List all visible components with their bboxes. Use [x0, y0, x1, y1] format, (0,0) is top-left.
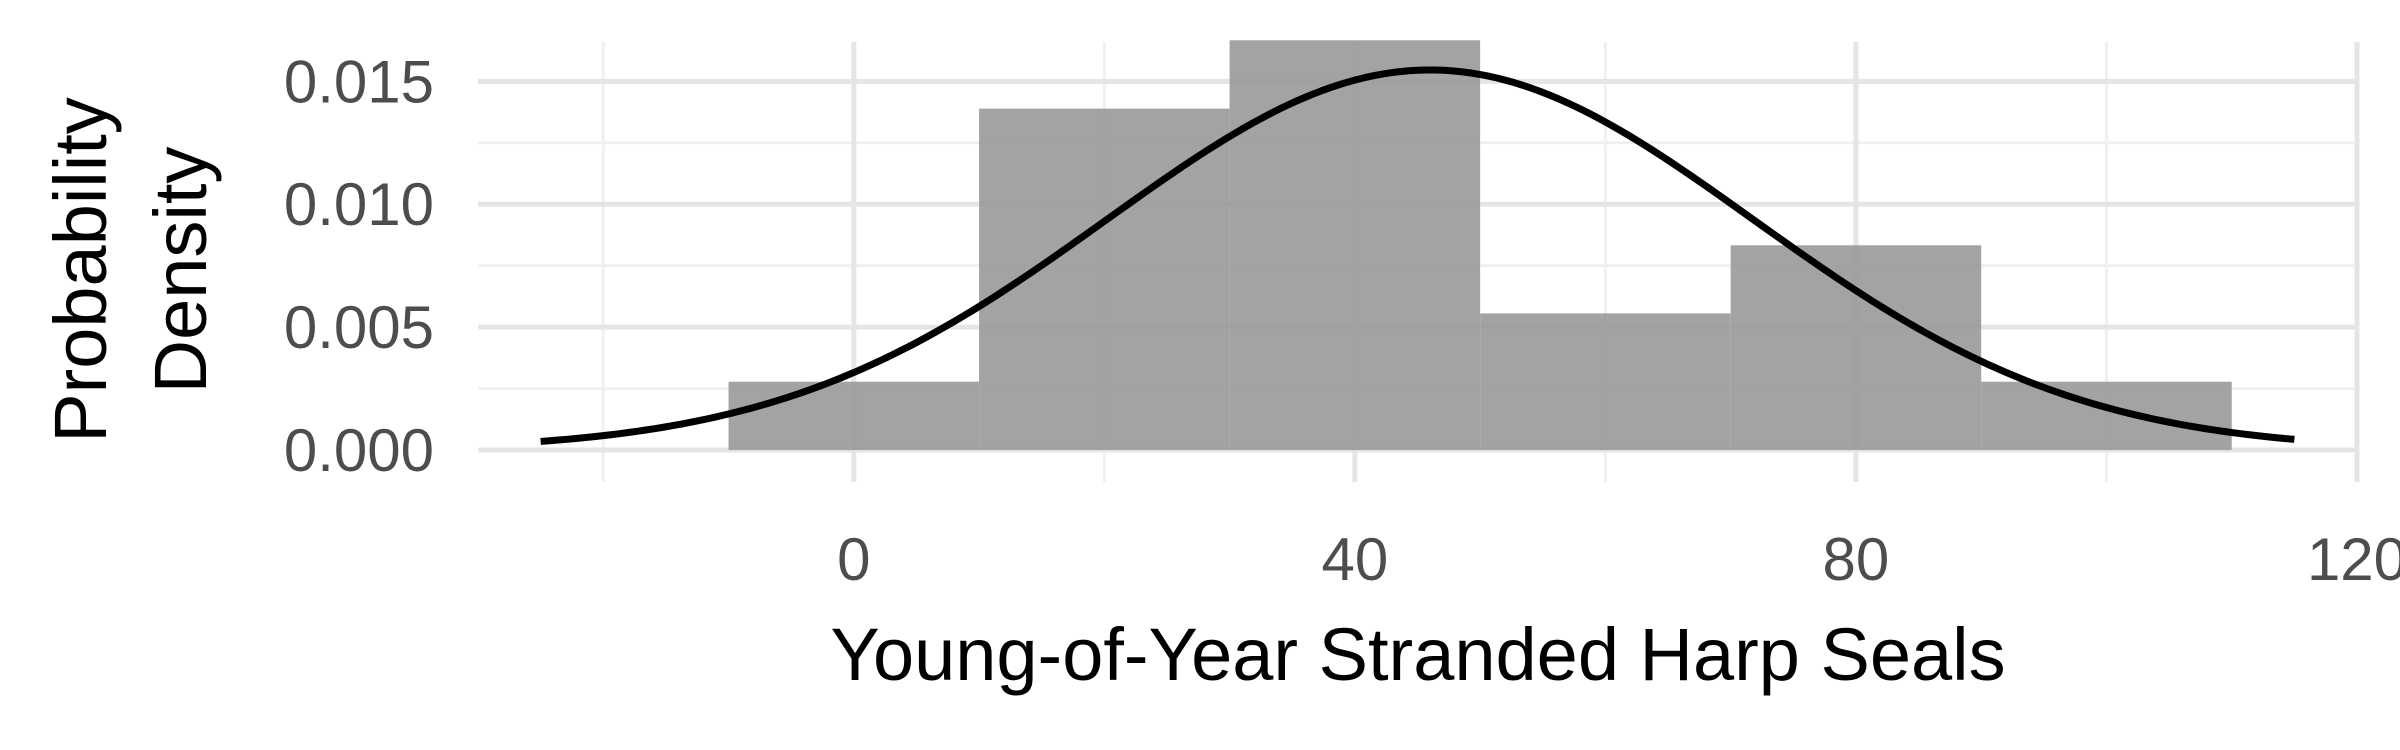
histogram-bar	[1981, 381, 2232, 451]
x-axis-title: Young-of-Year Stranded Harp Seals	[830, 613, 2005, 696]
y-axis-title: Probability Density	[39, 97, 222, 443]
y-axis-title-line-1: Probability	[39, 97, 122, 443]
histogram-bar	[728, 381, 980, 451]
y-tick-label: 0.005	[284, 294, 434, 361]
y-tick-label: 0.000	[284, 417, 434, 484]
x-tick-label: 80	[1823, 526, 1890, 593]
y-tick-label: 0.015	[284, 48, 434, 115]
x-tick-label: 40	[1321, 526, 1388, 593]
histogram-bar	[1229, 40, 1481, 451]
histogram-bar	[1480, 313, 1731, 451]
x-tick-label: 120	[2307, 526, 2400, 593]
tick-labels: 0.000 0.005 0.010 0.015 0 40 80 120	[284, 48, 2400, 593]
normal-density-curve	[540, 66, 2295, 445]
y-tick-label: 0.010	[284, 171, 434, 238]
x-tick-label: 0	[837, 526, 870, 593]
y-axis-title-line-2: Density	[139, 147, 222, 394]
histogram-bars	[728, 40, 2232, 451]
density-curve-layer	[540, 66, 2295, 445]
histogram-bar	[1730, 245, 1982, 451]
